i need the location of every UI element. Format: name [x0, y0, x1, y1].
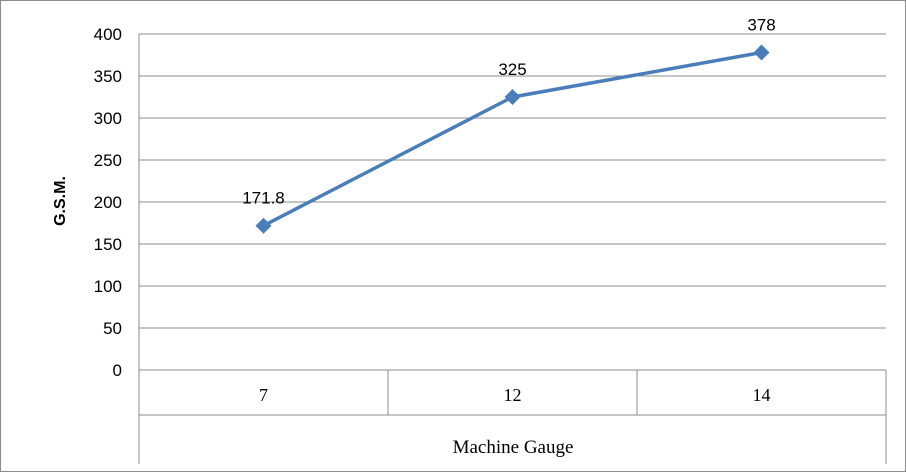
y-tick-label: 50 — [103, 319, 122, 338]
y-axis-title: G.S.M. — [52, 176, 69, 226]
x-category-label: 7 — [259, 385, 268, 405]
x-category-labels: 7 12 14 — [259, 385, 771, 405]
data-point-marker — [753, 44, 770, 61]
y-tick-label: 300 — [94, 109, 122, 128]
data-label: 171.8 — [242, 189, 285, 208]
y-tick-label: 0 — [113, 361, 122, 380]
y-tick-label: 400 — [94, 25, 122, 44]
x-category-label: 12 — [504, 385, 522, 405]
axes — [138, 34, 887, 464]
y-tick-label: 150 — [94, 235, 122, 254]
x-axis-title: Machine Gauge — [453, 437, 574, 458]
y-tick-label: 100 — [94, 277, 122, 296]
data-label: 325 — [498, 60, 526, 79]
y-tick-label: 200 — [94, 193, 122, 212]
data-label: 378 — [747, 15, 775, 34]
data-point-marker — [255, 217, 272, 234]
x-category-label: 14 — [753, 385, 771, 405]
series — [255, 44, 770, 234]
gridlines — [139, 33, 886, 371]
data-labels: 171.8 325 378 — [242, 15, 775, 207]
data-point-marker — [504, 89, 521, 105]
y-tick-labels: 0 50 100 150 200 250 300 350 400 — [94, 25, 122, 380]
y-tick-label: 250 — [94, 151, 122, 170]
y-tick-label: 350 — [94, 67, 122, 86]
